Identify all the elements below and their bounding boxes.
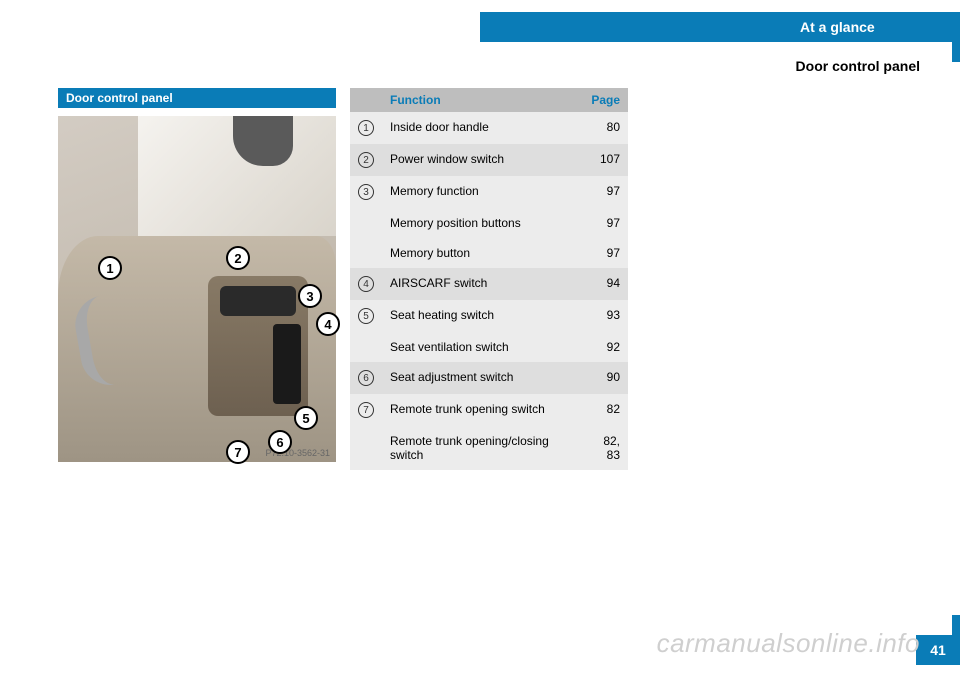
callout-7: 7	[226, 440, 250, 464]
page-ref-cell: 107	[583, 144, 628, 176]
circled-number-icon: 3	[358, 184, 374, 200]
row-number-cell	[350, 426, 382, 470]
side-tab-decoration	[952, 615, 960, 635]
figure-title: Door control panel	[66, 91, 173, 105]
row-number-cell	[350, 208, 382, 238]
page-number-box: 41	[916, 635, 960, 665]
table-row: 3 Memory function97	[350, 176, 628, 208]
table-body: 1 Inside door handle80 2 Power window switc…	[350, 112, 628, 470]
section-heading: Door control panel	[796, 58, 920, 74]
page-ref-cell: 92	[583, 332, 628, 362]
switch-cluster-shape	[208, 276, 308, 416]
row-number-cell: 7	[350, 394, 382, 426]
table-header-row: Function Page	[350, 88, 628, 112]
function-label-cell: Remote trunk opening switch	[382, 394, 583, 426]
page-ref-cell: 93	[583, 300, 628, 332]
row-number-cell	[350, 238, 382, 268]
callout-2: 2	[226, 246, 250, 270]
callout-5: 5	[294, 406, 318, 430]
table-row: 1 Inside door handle80	[350, 112, 628, 144]
row-number-cell: 6	[350, 362, 382, 394]
row-number-cell: 3	[350, 176, 382, 208]
page-ref-cell: 82, 83	[583, 426, 628, 470]
function-label-cell: Memory function	[382, 176, 583, 208]
header-function: Function	[382, 88, 583, 112]
page-number: 41	[930, 642, 946, 658]
table-row: 2 Power window switch107	[350, 144, 628, 176]
function-label-cell: AIRSCARF switch	[382, 268, 583, 300]
row-number-cell: 4	[350, 268, 382, 300]
table-row: Memory button97	[350, 238, 628, 268]
circled-number-icon: 1	[358, 120, 374, 136]
circled-number-icon: 7	[358, 402, 374, 418]
function-label-cell: Seat heating switch	[382, 300, 583, 332]
circled-number-icon: 2	[358, 152, 374, 168]
callout-3: 3	[298, 284, 322, 308]
callout-6: 6	[268, 430, 292, 454]
chapter-header: At a glance	[480, 12, 960, 42]
table-row: 4 AIRSCARF switch94	[350, 268, 628, 300]
function-label-cell: Inside door handle	[382, 112, 583, 144]
page-ref-cell: 80	[583, 112, 628, 144]
chapter-title: At a glance	[800, 19, 875, 35]
circled-number-icon: 4	[358, 276, 374, 292]
table-row: Seat ventilation switch92	[350, 332, 628, 362]
door-panel-image: 1234567 P72.10-3562-31	[58, 116, 336, 462]
function-label-cell: Memory position buttons	[382, 208, 583, 238]
circled-number-icon: 6	[358, 370, 374, 386]
table-row: Memory position buttons97	[350, 208, 628, 238]
header-tab-decoration	[952, 42, 960, 62]
function-table: Function Page 1 Inside door handle80 2 Powe…	[350, 88, 628, 470]
function-label-cell: Remote trunk opening/closing switch	[382, 426, 583, 470]
table-row: 7 Remote trunk opening switch82	[350, 394, 628, 426]
callout-1: 1	[98, 256, 122, 280]
row-number-cell: 1	[350, 112, 382, 144]
table-row: Remote trunk opening/closing switch82, 8…	[350, 426, 628, 470]
row-number-cell	[350, 332, 382, 362]
function-label-cell: Power window switch	[382, 144, 583, 176]
page-ref-cell: 97	[583, 238, 628, 268]
page-ref-cell: 97	[583, 208, 628, 238]
table-row: 5 Seat heating switch93	[350, 300, 628, 332]
function-label-cell: Memory button	[382, 238, 583, 268]
table-row: 6 Seat adjustment switch90	[350, 362, 628, 394]
function-label-cell: Seat ventilation switch	[382, 332, 583, 362]
circled-number-icon: 5	[358, 308, 374, 324]
header-page: Page	[583, 88, 628, 112]
function-label-cell: Seat adjustment switch	[382, 362, 583, 394]
figure-title-bar: Door control panel	[58, 88, 336, 108]
row-number-cell: 5	[350, 300, 382, 332]
watermark-text: carmanualsonline.info	[657, 628, 920, 659]
page-ref-cell: 97	[583, 176, 628, 208]
header-blank	[350, 88, 382, 112]
page-ref-cell: 82	[583, 394, 628, 426]
page-ref-cell: 94	[583, 268, 628, 300]
callout-4: 4	[316, 312, 340, 336]
row-number-cell: 2	[350, 144, 382, 176]
page-ref-cell: 90	[583, 362, 628, 394]
